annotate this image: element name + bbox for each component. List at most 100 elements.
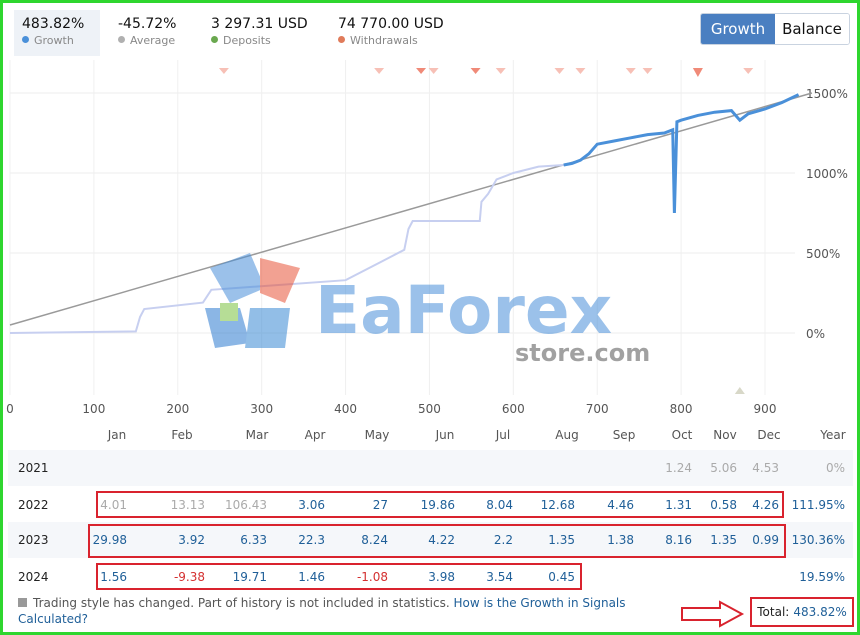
withdrawal-marker — [374, 68, 385, 74]
y-tick-label: 1500% — [806, 87, 848, 101]
withdrawal-marker — [218, 68, 229, 74]
x-tick-label: 100 — [82, 402, 105, 416]
total-box: Total: 483.82% — [750, 597, 854, 627]
withdrawal-marker — [575, 68, 586, 74]
x-tick-label: 500 — [418, 402, 441, 416]
month-header: Jan — [107, 428, 127, 442]
month-header: Oct — [671, 428, 693, 442]
chart-mode-toggle: Growth Balance — [700, 13, 850, 45]
month-header: Nov — [713, 428, 737, 442]
x-tick-label: 800 — [670, 402, 693, 416]
growth-dot-icon — [22, 36, 29, 43]
table-cell: 3.98 — [428, 570, 455, 584]
trend-line — [9, 92, 813, 326]
table-cell: 106.43 — [225, 498, 267, 512]
table-row: 2022 4.01 13.13 106.43 3.06 27 19.86 8.04 12.68 4… — [8, 487, 853, 523]
table-row: 2021 1.24 5.06 4.53 0% — [8, 450, 853, 486]
y-tick-label: 0% — [806, 327, 825, 341]
stat-withdrawals-value: 74 770.00 USD — [338, 16, 444, 32]
table-cell: 8.04 — [486, 498, 513, 512]
month-header: Jul — [495, 428, 511, 442]
note-text: Trading style has changed. Part of histo… — [33, 596, 450, 610]
table-cell: 19.71 — [232, 570, 267, 584]
stat-average-label: Average — [130, 34, 176, 47]
table-cell: 4.01 — [100, 498, 127, 512]
table-cell: 3.54 — [486, 570, 513, 584]
table-cell: -1.08 — [356, 570, 388, 584]
growth-series-line — [563, 93, 800, 214]
highlight-2022 — [96, 491, 784, 518]
balance-button[interactable]: Balance — [775, 14, 849, 44]
year-label: 2023 — [18, 533, 49, 547]
withdrawal-marker — [470, 68, 481, 74]
year-total: 111.95% — [791, 498, 845, 512]
stat-withdrawals[interactable]: 74 770.00 USD Withdrawals — [330, 10, 460, 56]
table-cell: 0.99 — [752, 533, 779, 547]
month-header: Aug — [555, 428, 579, 442]
withdrawal-marker — [428, 68, 439, 74]
y-tick-label: 500% — [806, 247, 840, 261]
month-header: Year — [820, 428, 846, 442]
table-cell: 8.16 — [665, 533, 692, 547]
withdrawal-marker — [642, 68, 653, 74]
deposit-marker — [734, 387, 745, 394]
stat-growth-value: 483.82% — [22, 16, 85, 32]
table-cell: 4.26 — [752, 498, 779, 512]
arrow-right-icon — [681, 600, 745, 628]
month-header: Feb — [171, 428, 193, 442]
deposits-dot-icon — [211, 36, 218, 43]
table-cell: 6.33 — [240, 533, 267, 547]
stat-average-value: -45.72% — [118, 16, 177, 32]
table-cell: 8.24 — [361, 533, 388, 547]
average-dot-icon — [118, 36, 125, 43]
stat-growth[interactable]: 483.82% Growth — [14, 10, 100, 56]
growth-button[interactable]: Growth — [701, 14, 775, 44]
x-tick-label: 200 — [166, 402, 189, 416]
withdrawals-dot-icon — [338, 36, 345, 43]
total-label: Total: — [757, 605, 790, 619]
stat-withdrawals-label: Withdrawals — [350, 34, 418, 47]
table-cell: 1.31 — [665, 498, 692, 512]
table-cell: 4.46 — [607, 498, 634, 512]
year-label: 2024 — [18, 570, 49, 584]
table-cell: 27 — [372, 498, 388, 512]
month-header: Jun — [435, 428, 455, 442]
x-tick-label: 300 — [250, 402, 273, 416]
table-cell: 0.45 — [548, 570, 575, 584]
table-cell: 1.38 — [607, 533, 634, 547]
table-cell: 29.98 — [92, 533, 127, 547]
month-header: Mar — [245, 428, 269, 442]
x-tick-label: 0 — [6, 402, 14, 416]
total-value: 483.82% — [793, 605, 847, 619]
stat-deposits-value: 3 297.31 USD — [211, 16, 308, 32]
month-header: Dec — [757, 428, 781, 442]
info-square-icon — [18, 598, 27, 607]
history-note: Trading style has changed. Part of histo… — [18, 595, 658, 627]
year-label: 2022 — [18, 498, 49, 512]
table-row: 2023 29.98 3.92 6.33 22.3 8.24 4.22 2.2 1.35 1.38… — [8, 522, 853, 558]
table-cell: 0.58 — [710, 498, 737, 512]
withdrawal-marker — [495, 68, 506, 74]
table-cell: 1.56 — [100, 570, 127, 584]
growth-calculation-link[interactable]: How is the Growth in Signals Calculated? — [18, 596, 626, 626]
table-cell: 4.53 — [752, 461, 779, 475]
withdrawal-marker — [743, 68, 754, 74]
withdrawal-marker — [416, 68, 427, 74]
table-cell: 1.46 — [298, 570, 325, 584]
x-tick-label: 700 — [586, 402, 609, 416]
table-cell: 1.35 — [548, 533, 575, 547]
table-cell: 5.06 — [710, 461, 737, 475]
y-tick-label: 1000% — [806, 167, 848, 181]
table-cell: 1.24 — [665, 461, 692, 475]
table-cell: 22.3 — [298, 533, 325, 547]
withdrawal-marker — [625, 68, 636, 74]
table-cell: 1.35 — [710, 533, 737, 547]
table-cell: 2.2 — [493, 533, 513, 547]
table-cell: 3.92 — [178, 533, 205, 547]
month-header: Sep — [612, 428, 636, 442]
year-total: 130.36% — [791, 533, 845, 547]
month-header: Apr — [304, 428, 326, 442]
stat-average[interactable]: -45.72% Average — [110, 10, 200, 56]
stat-deposits[interactable]: 3 297.31 USD Deposits — [203, 10, 323, 56]
